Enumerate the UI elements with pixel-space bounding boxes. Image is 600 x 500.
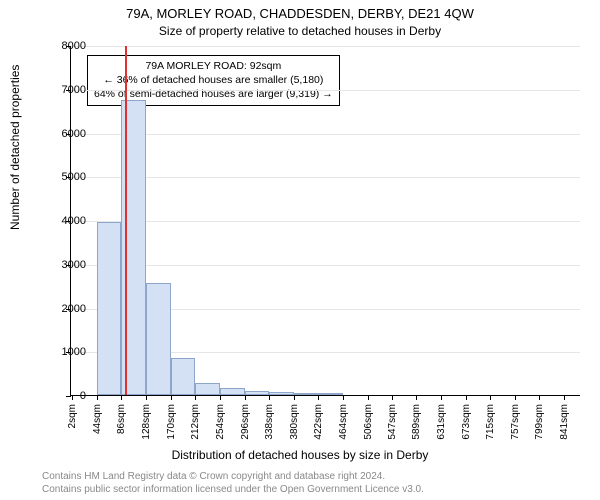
- plot-area: 79A MORLEY ROAD: 92sqm ← 36% of detached…: [70, 46, 580, 396]
- x-tick-label: 506sqm: [363, 404, 374, 444]
- gridline-h: [71, 177, 580, 178]
- x-tick-label: 254sqm: [215, 404, 226, 444]
- y-tick-label: 5000: [46, 171, 86, 183]
- x-tick-mark: [490, 395, 491, 400]
- footer-line-1: Contains HM Land Registry data © Crown c…: [42, 471, 385, 482]
- x-tick-mark: [146, 395, 147, 400]
- x-tick-label: 296sqm: [240, 404, 251, 444]
- x-tick-mark: [220, 395, 221, 400]
- y-tick-label: 7000: [46, 84, 86, 96]
- x-tick-label: 799sqm: [534, 404, 545, 444]
- gridline-h: [71, 46, 580, 47]
- x-tick-mark: [245, 395, 246, 400]
- gridline-h: [71, 221, 580, 222]
- x-tick-mark: [121, 395, 122, 400]
- x-tick-mark: [466, 395, 467, 400]
- y-tick-label: 1000: [46, 346, 86, 358]
- chart-title-main: 79A, MORLEY ROAD, CHADDESDEN, DERBY, DE2…: [0, 6, 600, 21]
- x-tick-mark: [416, 395, 417, 400]
- gridline-h: [71, 90, 580, 91]
- x-tick-label: 170sqm: [166, 404, 177, 444]
- x-tick-mark: [392, 395, 393, 400]
- x-tick-label: 422sqm: [313, 404, 324, 444]
- y-tick-label: 3000: [46, 259, 86, 271]
- x-tick-label: 44sqm: [92, 404, 103, 444]
- x-tick-label: 128sqm: [141, 404, 152, 444]
- x-tick-label: 715sqm: [485, 404, 496, 444]
- histogram-bar: [195, 383, 220, 395]
- x-tick-mark: [318, 395, 319, 400]
- x-tick-mark: [171, 395, 172, 400]
- x-tick-label: 631sqm: [436, 404, 447, 444]
- y-tick-label: 6000: [46, 128, 86, 140]
- histogram-bar: [146, 283, 171, 395]
- x-tick-mark: [269, 395, 270, 400]
- x-tick-mark: [343, 395, 344, 400]
- x-tick-label: 212sqm: [190, 404, 201, 444]
- histogram-bar: [269, 392, 294, 395]
- x-tick-mark: [294, 395, 295, 400]
- y-tick-label: 0: [46, 390, 86, 402]
- x-tick-label: 841sqm: [559, 404, 570, 444]
- y-tick-label: 2000: [46, 303, 86, 315]
- x-tick-mark: [97, 395, 98, 400]
- chart-container: 79A, MORLEY ROAD, CHADDESDEN, DERBY, DE2…: [0, 0, 600, 500]
- gridline-h: [71, 265, 580, 266]
- gridline-h: [71, 134, 580, 135]
- x-tick-label: 589sqm: [411, 404, 422, 444]
- x-tick-label: 673sqm: [461, 404, 472, 444]
- x-tick-label: 380sqm: [289, 404, 300, 444]
- x-tick-mark: [539, 395, 540, 400]
- chart-title-sub: Size of property relative to detached ho…: [0, 24, 600, 38]
- x-tick-label: 757sqm: [510, 404, 521, 444]
- footer-line-2: Contains public sector information licen…: [42, 484, 424, 495]
- y-axis-label: Number of detached properties: [8, 65, 22, 230]
- annotation-line-1: 79A MORLEY ROAD: 92sqm: [94, 59, 333, 73]
- x-tick-mark: [368, 395, 369, 400]
- x-tick-mark: [564, 395, 565, 400]
- x-axis-label: Distribution of detached houses by size …: [0, 448, 600, 462]
- x-tick-label: 2sqm: [67, 404, 78, 444]
- histogram-bar: [171, 358, 196, 395]
- y-tick-label: 8000: [46, 40, 86, 52]
- x-tick-mark: [515, 395, 516, 400]
- histogram-bar: [245, 391, 270, 395]
- histogram-bar: [220, 388, 245, 395]
- x-tick-mark: [441, 395, 442, 400]
- x-tick-mark: [195, 395, 196, 400]
- annotation-line-2: ← 36% of detached houses are smaller (5,…: [94, 73, 333, 87]
- marker-line: [125, 46, 127, 395]
- x-tick-label: 338sqm: [264, 404, 275, 444]
- x-tick-label: 547sqm: [387, 404, 398, 444]
- x-tick-label: 464sqm: [338, 404, 349, 444]
- histogram-bar: [318, 393, 343, 395]
- x-tick-label: 86sqm: [116, 404, 127, 444]
- histogram-bar: [97, 222, 122, 395]
- histogram-bar: [294, 393, 319, 395]
- y-tick-label: 4000: [46, 215, 86, 227]
